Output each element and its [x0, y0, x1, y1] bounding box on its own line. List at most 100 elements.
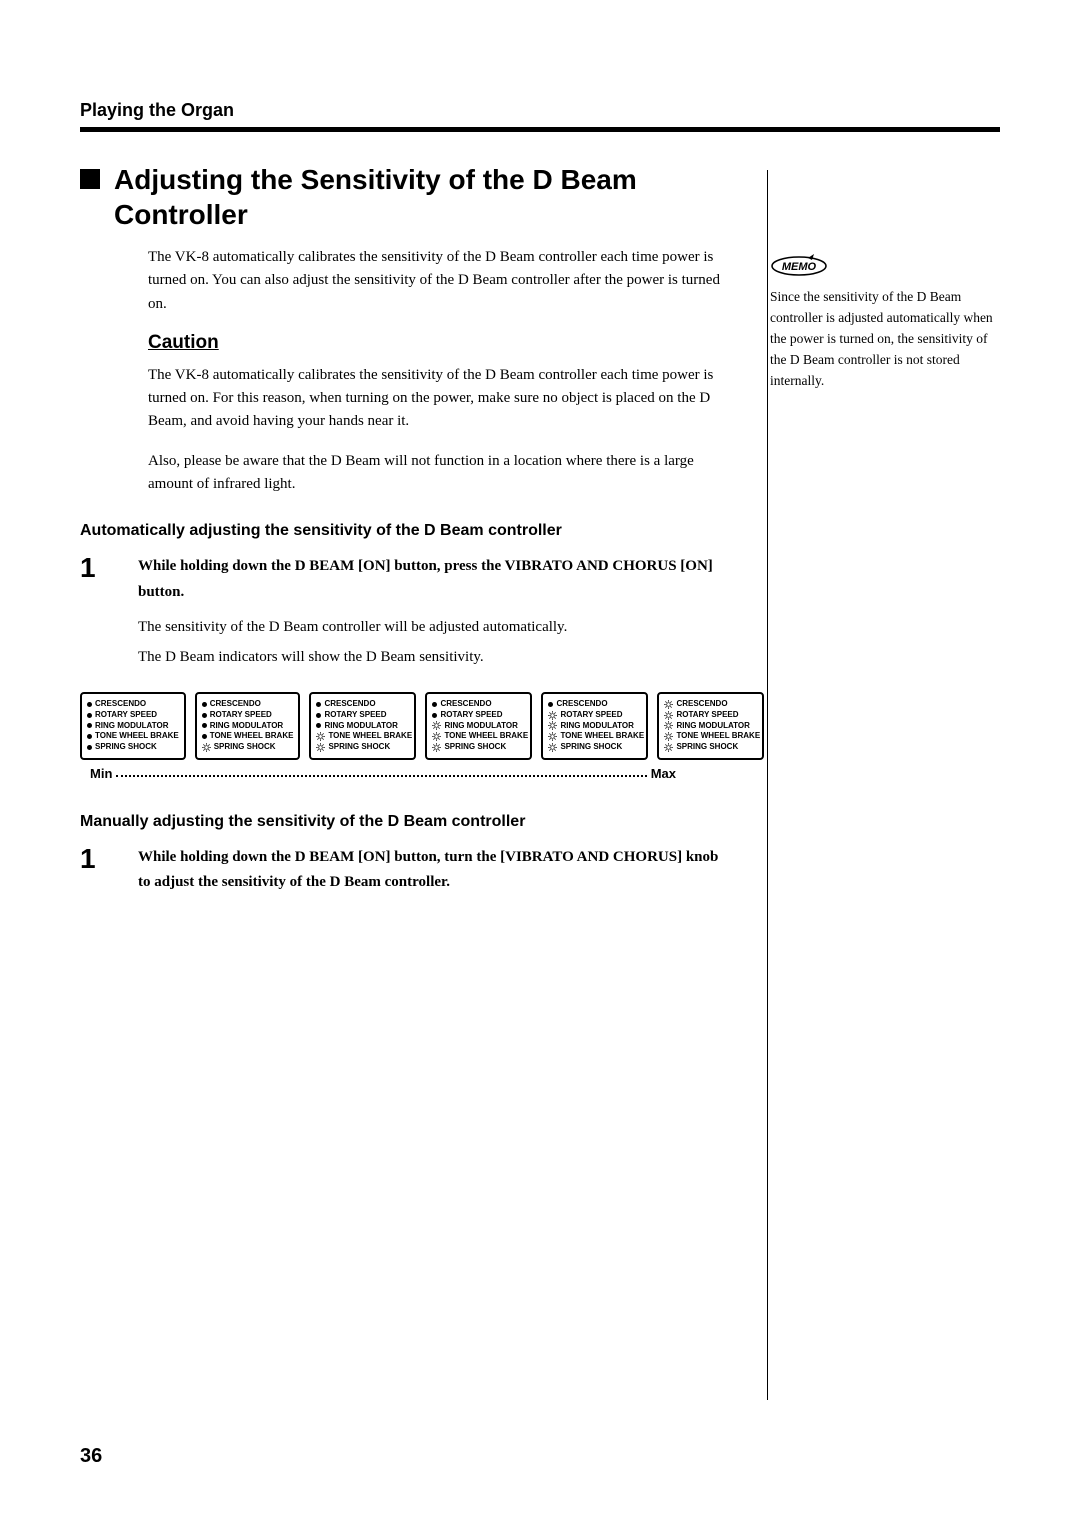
dot-icon [87, 702, 92, 707]
dot-icon [202, 723, 207, 728]
sun-icon [664, 721, 673, 730]
sun-icon [432, 732, 441, 741]
indicator-label: SPRING SHOCK [214, 742, 276, 753]
dot-icon [432, 713, 437, 718]
indicator-label: SPRING SHOCK [560, 742, 622, 753]
indicator-row: CRESCENDO [432, 699, 525, 710]
indicator-panel: CRESCENDOROTARY SPEEDRING MODULATORTONE … [309, 692, 416, 760]
caution-p1: The VK-8 automatically calibrates the se… [148, 364, 730, 434]
indicator-label: CRESCENDO [210, 699, 261, 710]
indicator-label: TONE WHEEL BRAKE [210, 731, 294, 742]
indicator-row: TONE WHEEL BRAKE [548, 731, 641, 742]
sun-icon [664, 732, 673, 741]
sun-icon [432, 743, 441, 752]
section-heading: Adjusting the Sensitivity of the D Beam … [114, 162, 730, 232]
sun-icon [432, 721, 441, 730]
indicator-row: SPRING SHOCK [87, 742, 179, 753]
dot-icon [316, 723, 321, 728]
indicator-label: RING MODULATOR [444, 721, 517, 732]
indicator-row: ROTARY SPEED [316, 710, 409, 721]
sun-icon [664, 700, 673, 709]
indicator-row: SPRING SHOCK [432, 742, 525, 753]
indicator-row: TONE WHEEL BRAKE [316, 731, 409, 742]
indicator-label: TONE WHEEL BRAKE [95, 731, 179, 742]
rule [80, 127, 1000, 132]
sun-icon [316, 732, 325, 741]
indicator-row: CRESCENDO [548, 699, 641, 710]
indicator-label: SPRING SHOCK [676, 742, 738, 753]
indicator-label: SPRING SHOCK [444, 742, 506, 753]
indicator-label: CRESCENDO [556, 699, 607, 710]
indicator-row: TONE WHEEL BRAKE [664, 731, 757, 742]
side-column: MEMO Since the sensitivity of the D Beam… [770, 162, 1000, 906]
indicator-label: TONE WHEEL BRAKE [560, 731, 644, 742]
indicator-row: RING MODULATOR [432, 721, 525, 732]
dot-icon [87, 734, 92, 739]
step-instruction: While holding down the D BEAM [ON] butto… [138, 558, 713, 600]
indicator-row: RING MODULATOR [548, 721, 641, 732]
step-body: While holding down the D BEAM [ON] butto… [138, 845, 730, 896]
indicator-row: RING MODULATOR [316, 721, 409, 732]
memo-text: Since the sensitivity of the D Beam cont… [770, 287, 1000, 392]
indicator-panel: CRESCENDOROTARY SPEEDRING MODULATORTONE … [657, 692, 764, 760]
indicator-row: TONE WHEEL BRAKE [87, 731, 179, 742]
sun-icon [548, 721, 557, 730]
indicator-row: ROTARY SPEED [548, 710, 641, 721]
indicator-label: TONE WHEEL BRAKE [328, 731, 412, 742]
indicator-label: RING MODULATOR [324, 721, 397, 732]
indicator-panel: CRESCENDOROTARY SPEEDRING MODULATORTONE … [195, 692, 301, 760]
indicator-label: SPRING SHOCK [95, 742, 157, 753]
indicator-label: ROTARY SPEED [560, 710, 622, 721]
indicator-row: TONE WHEEL BRAKE [432, 731, 525, 742]
indicator-panel: CRESCENDOROTARY SPEEDRING MODULATORTONE … [80, 692, 186, 760]
intro-paragraph: The VK-8 automatically calibrates the se… [148, 246, 730, 316]
indicator-label: RING MODULATOR [560, 721, 633, 732]
indicator-row: CRESCENDO [87, 699, 179, 710]
dot-icon [202, 702, 207, 707]
indicator-label: RING MODULATOR [676, 721, 749, 732]
panel-strip: CRESCENDOROTARY SPEEDRING MODULATORTONE … [80, 692, 730, 760]
indicator-row: CRESCENDO [202, 699, 294, 710]
indicator-row: CRESCENDO [316, 699, 409, 710]
step-number: 1 [80, 845, 110, 896]
dot-icon [202, 734, 207, 739]
indicator-label: ROTARY SPEED [210, 710, 272, 721]
indicator-panel: CRESCENDOROTARY SPEEDRING MODULATORTONE … [425, 692, 532, 760]
indicator-label: CRESCENDO [440, 699, 491, 710]
auto-subheading: Automatically adjusting the sensitivity … [80, 522, 730, 540]
running-head: Playing the Organ [80, 100, 1000, 121]
step-number: 1 [80, 554, 110, 605]
dot-icon [87, 723, 92, 728]
indicator-row: TONE WHEEL BRAKE [202, 731, 294, 742]
indicator-label: ROTARY SPEED [440, 710, 502, 721]
max-label: Max [651, 766, 676, 781]
step-instruction: While holding down the D BEAM [ON] butto… [138, 849, 718, 891]
indicator-label: ROTARY SPEED [324, 710, 386, 721]
indicator-row: ROTARY SPEED [664, 710, 757, 721]
indicator-row: ROTARY SPEED [432, 710, 525, 721]
memo-icon: MEMO [770, 252, 828, 276]
indicator-label: TONE WHEEL BRAKE [444, 731, 528, 742]
sun-icon [202, 743, 211, 752]
indicator-label: CRESCENDO [324, 699, 375, 710]
indicator-label: RING MODULATOR [210, 721, 283, 732]
min-max-scale: Min Max [90, 766, 676, 781]
indicator-row: SPRING SHOCK [316, 742, 409, 753]
sun-icon [548, 743, 557, 752]
dot-icon [87, 745, 92, 750]
column-divider [767, 170, 768, 1400]
dot-icon [548, 702, 553, 707]
sun-icon [548, 732, 557, 741]
indicator-row: ROTARY SPEED [202, 710, 294, 721]
indicator-panel: CRESCENDOROTARY SPEEDRING MODULATORTONE … [541, 692, 648, 760]
dotted-line-icon [116, 770, 646, 777]
dot-icon [316, 702, 321, 707]
indicator-row: RING MODULATOR [664, 721, 757, 732]
dot-icon [316, 713, 321, 718]
sun-icon [664, 743, 673, 752]
indicator-label: SPRING SHOCK [328, 742, 390, 753]
page-number: 36 [80, 1445, 102, 1468]
indicator-row: SPRING SHOCK [202, 742, 294, 753]
indicator-label: CRESCENDO [95, 699, 146, 710]
indicator-label: ROTARY SPEED [95, 710, 157, 721]
